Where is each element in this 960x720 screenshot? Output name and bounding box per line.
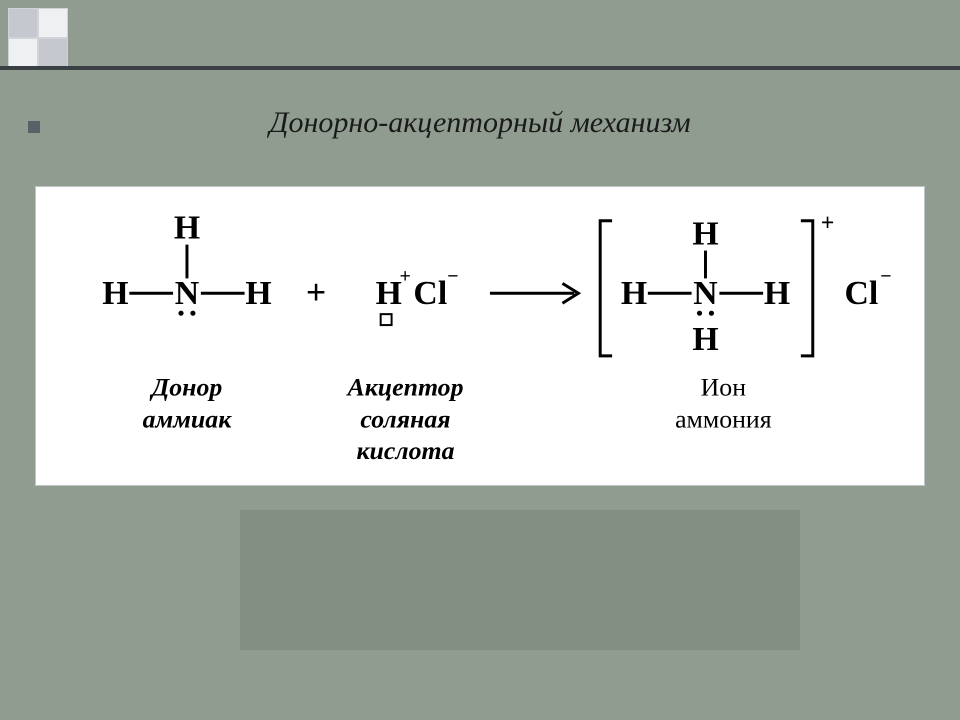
label-acceptor-3: кислота (356, 436, 454, 465)
label-product-1: Ион (701, 373, 747, 402)
slide-title: Донорно-акцепторный механизм (0, 106, 960, 140)
p-atom-h-bottom: H (692, 321, 718, 358)
reactant-hcl: H + Cl − (376, 265, 459, 325)
hcl-h-sup: + (400, 265, 411, 287)
p-atom-n: N (693, 275, 717, 312)
p-dot (709, 311, 714, 316)
label-acceptor-2: соляная (360, 404, 450, 433)
hcl-cl-sup: − (447, 265, 458, 287)
panel-shadow (240, 510, 800, 650)
p-atom-h-left: H (621, 275, 647, 312)
atom-h-left: H (102, 275, 128, 312)
top-bar (0, 0, 960, 66)
lone-pair-dot (190, 311, 195, 316)
label-acceptor-1: Акцептор (345, 373, 463, 402)
chemical-reaction-diagram: N H H H + H + Cl − (36, 187, 924, 485)
corner-decoration (8, 8, 68, 68)
vacant-orbital-icon (381, 314, 392, 325)
bracket-charge: + (821, 211, 835, 237)
bracket-left (600, 221, 612, 356)
label-product-2: аммония (675, 404, 772, 433)
p-atom-h-top: H (692, 216, 718, 253)
horizontal-divider (0, 66, 960, 70)
hcl-cl: Cl (413, 275, 447, 312)
label-donor-2: аммиак (143, 404, 233, 433)
p-atom-h-right: H (764, 275, 790, 312)
label-donor-1: Донор (150, 373, 223, 402)
atom-h-top: H (174, 210, 200, 247)
product-ammonium: + N H H H H Cl − (600, 211, 891, 358)
diagram-panel: N H H H + H + Cl − (35, 186, 925, 486)
lone-pair-dot (178, 311, 183, 316)
p-dot (697, 311, 702, 316)
counter-ion-sup: − (880, 265, 891, 287)
labels: Донор аммиак Акцептор соляная кислота Ио… (143, 373, 772, 466)
atom-h-right: H (245, 275, 271, 312)
atom-n: N (175, 275, 199, 312)
reaction-arrow (490, 283, 578, 303)
hcl-h: H (376, 275, 402, 312)
bracket-right (801, 221, 813, 356)
plus-sign: + (306, 272, 326, 312)
counter-ion: Cl (845, 275, 879, 312)
reactant-ammonia: N H H H (102, 210, 271, 316)
